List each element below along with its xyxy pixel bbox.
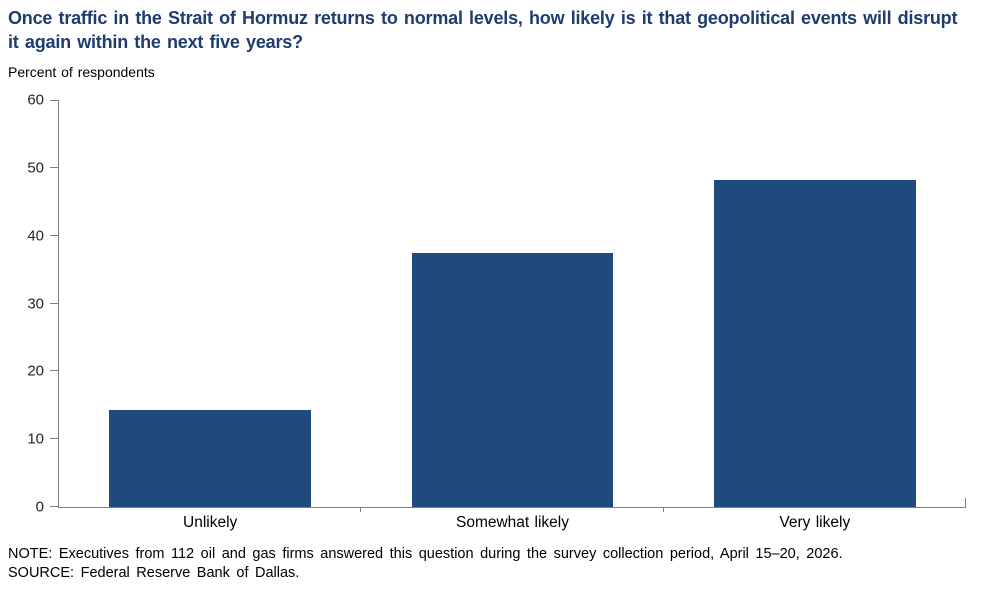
plot-area: 0 10 20 30 40 50 60 Unlikely Somewhat likely Very… (27, 92, 966, 531)
y-tick-label: 0 (35, 498, 44, 516)
y-axis-tick (50, 370, 58, 372)
x-axis-end-tick (965, 498, 966, 507)
x-category-label: Unlikely (183, 514, 238, 531)
chart-note: NOTE: Executives from 112 oil and gas fi… (8, 546, 843, 562)
bar (411, 252, 614, 507)
chart-footnotes: NOTE: Executives from 112 oil and gas fi… (8, 545, 993, 582)
x-axis-boundary-tick (360, 507, 362, 512)
chart-source: SOURCE: Federal Reserve Bank of Dallas. (8, 564, 300, 581)
y-tick-label: 30 (27, 295, 44, 312)
bar (109, 410, 311, 507)
bar (714, 180, 916, 507)
y-tick-label: 60 (27, 91, 44, 109)
y-tick-label: 10 (27, 430, 44, 448)
chart-title: Once traffic in the Strait of Hormuz ret… (8, 8, 958, 52)
y-axis-tick (50, 100, 58, 101)
y-tick-label: 50 (27, 159, 44, 177)
y-tick-label: 20 (27, 362, 44, 380)
chart-subtitle-percent-of-respondents: Percent of respondents (8, 64, 155, 80)
y-axis-tick (50, 302, 58, 304)
x-category-label: Somewhat likely (455, 514, 569, 531)
x-axis-boundary-tick (662, 507, 664, 512)
y-axis-tick (50, 438, 58, 440)
y-axis-tick (50, 506, 58, 507)
y-axis-tick (50, 234, 58, 236)
x-category-label: Very likely (779, 514, 851, 531)
y-axis-tick (50, 166, 58, 168)
y-tick-label: 40 (27, 227, 44, 245)
